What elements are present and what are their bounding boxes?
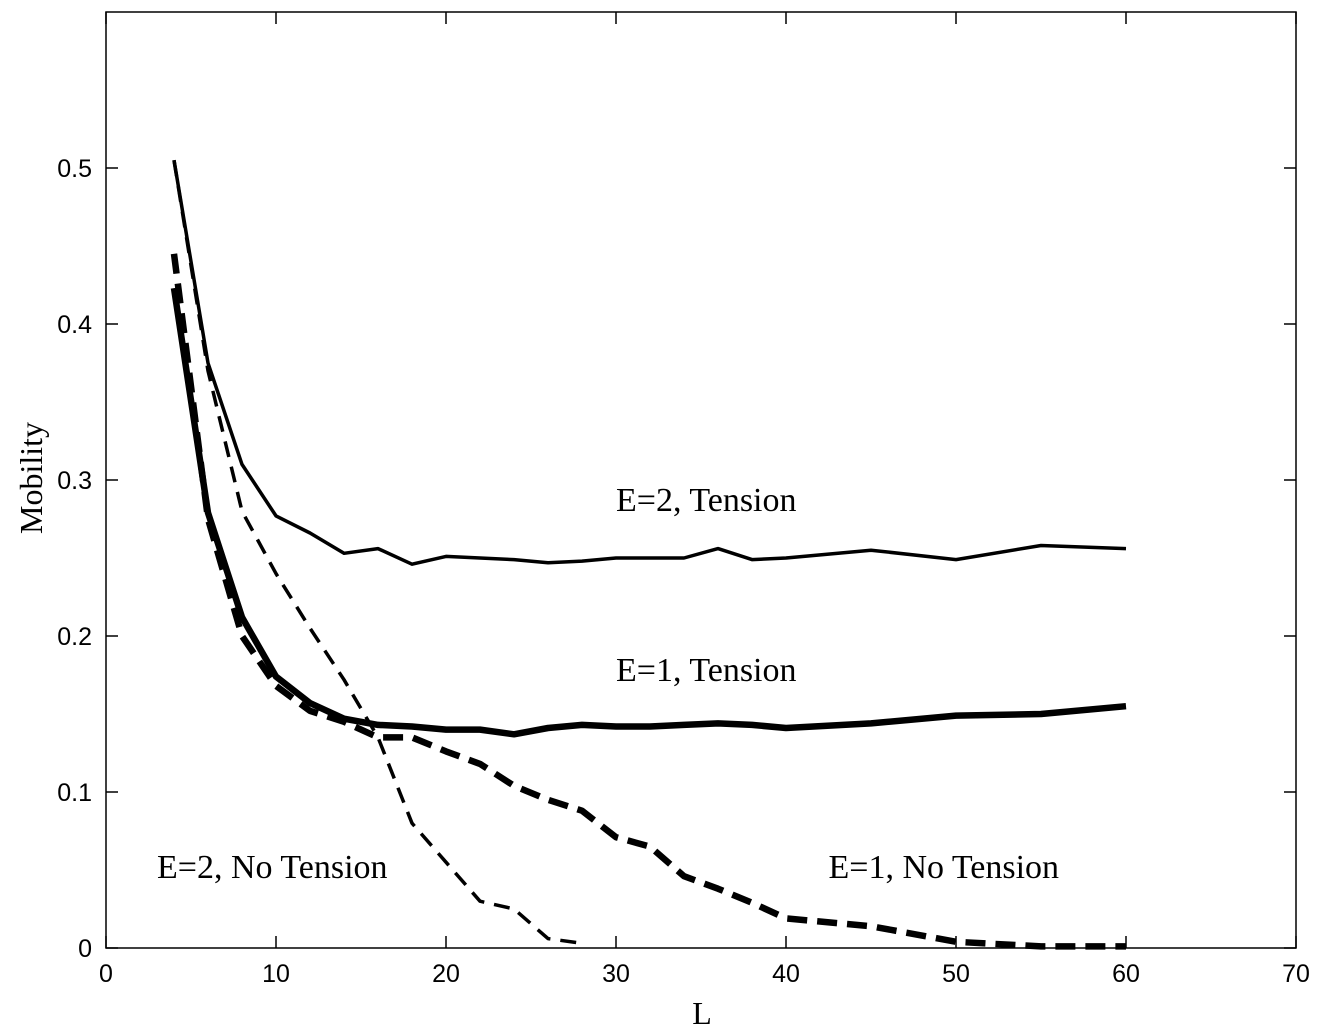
y-tick-label: 0.3 xyxy=(57,467,92,495)
y-tick-label: 0.2 xyxy=(57,623,92,651)
series-line-e-1-tension xyxy=(170,287,1127,738)
x-tick-label: 10 xyxy=(262,960,290,988)
x-tick-label: 70 xyxy=(1282,960,1310,988)
x-tick-label: 30 xyxy=(602,960,630,988)
y-tick-label: 0.4 xyxy=(57,311,92,339)
x-tick-label: 60 xyxy=(1112,960,1140,988)
y-tick-label: 0 xyxy=(78,935,92,963)
x-tick-label: 0 xyxy=(99,960,113,988)
annotation-e-2-no-tension: E=2, No Tension xyxy=(157,849,388,886)
annotation-e-2-tension: E=2, Tension xyxy=(616,482,797,519)
series-layer xyxy=(170,159,1127,950)
annotation-e-1-tension: E=1, Tension xyxy=(616,652,797,689)
x-axis-title: L xyxy=(692,995,712,1031)
annotation-e-1-no-tension: E=1, No Tension xyxy=(829,849,1060,886)
series-line-e-2-tension xyxy=(172,159,1127,566)
y-tick-label: 0.5 xyxy=(57,155,92,183)
x-tick-label: 40 xyxy=(772,960,800,988)
y-axis-title: Mobility xyxy=(13,422,49,534)
plot-area: 0 10 20 30 40 50 60 70 0 0.1 0.2 0.3 0.4 0.5 xyxy=(57,11,1310,988)
annotation-layer: E=2, Tension E=1, Tension E=2, No Tension E… xyxy=(157,482,1059,886)
x-tick-label: 50 xyxy=(942,960,970,988)
x-tick-label: 20 xyxy=(432,960,460,988)
y-tick-label: 0.1 xyxy=(57,779,92,807)
